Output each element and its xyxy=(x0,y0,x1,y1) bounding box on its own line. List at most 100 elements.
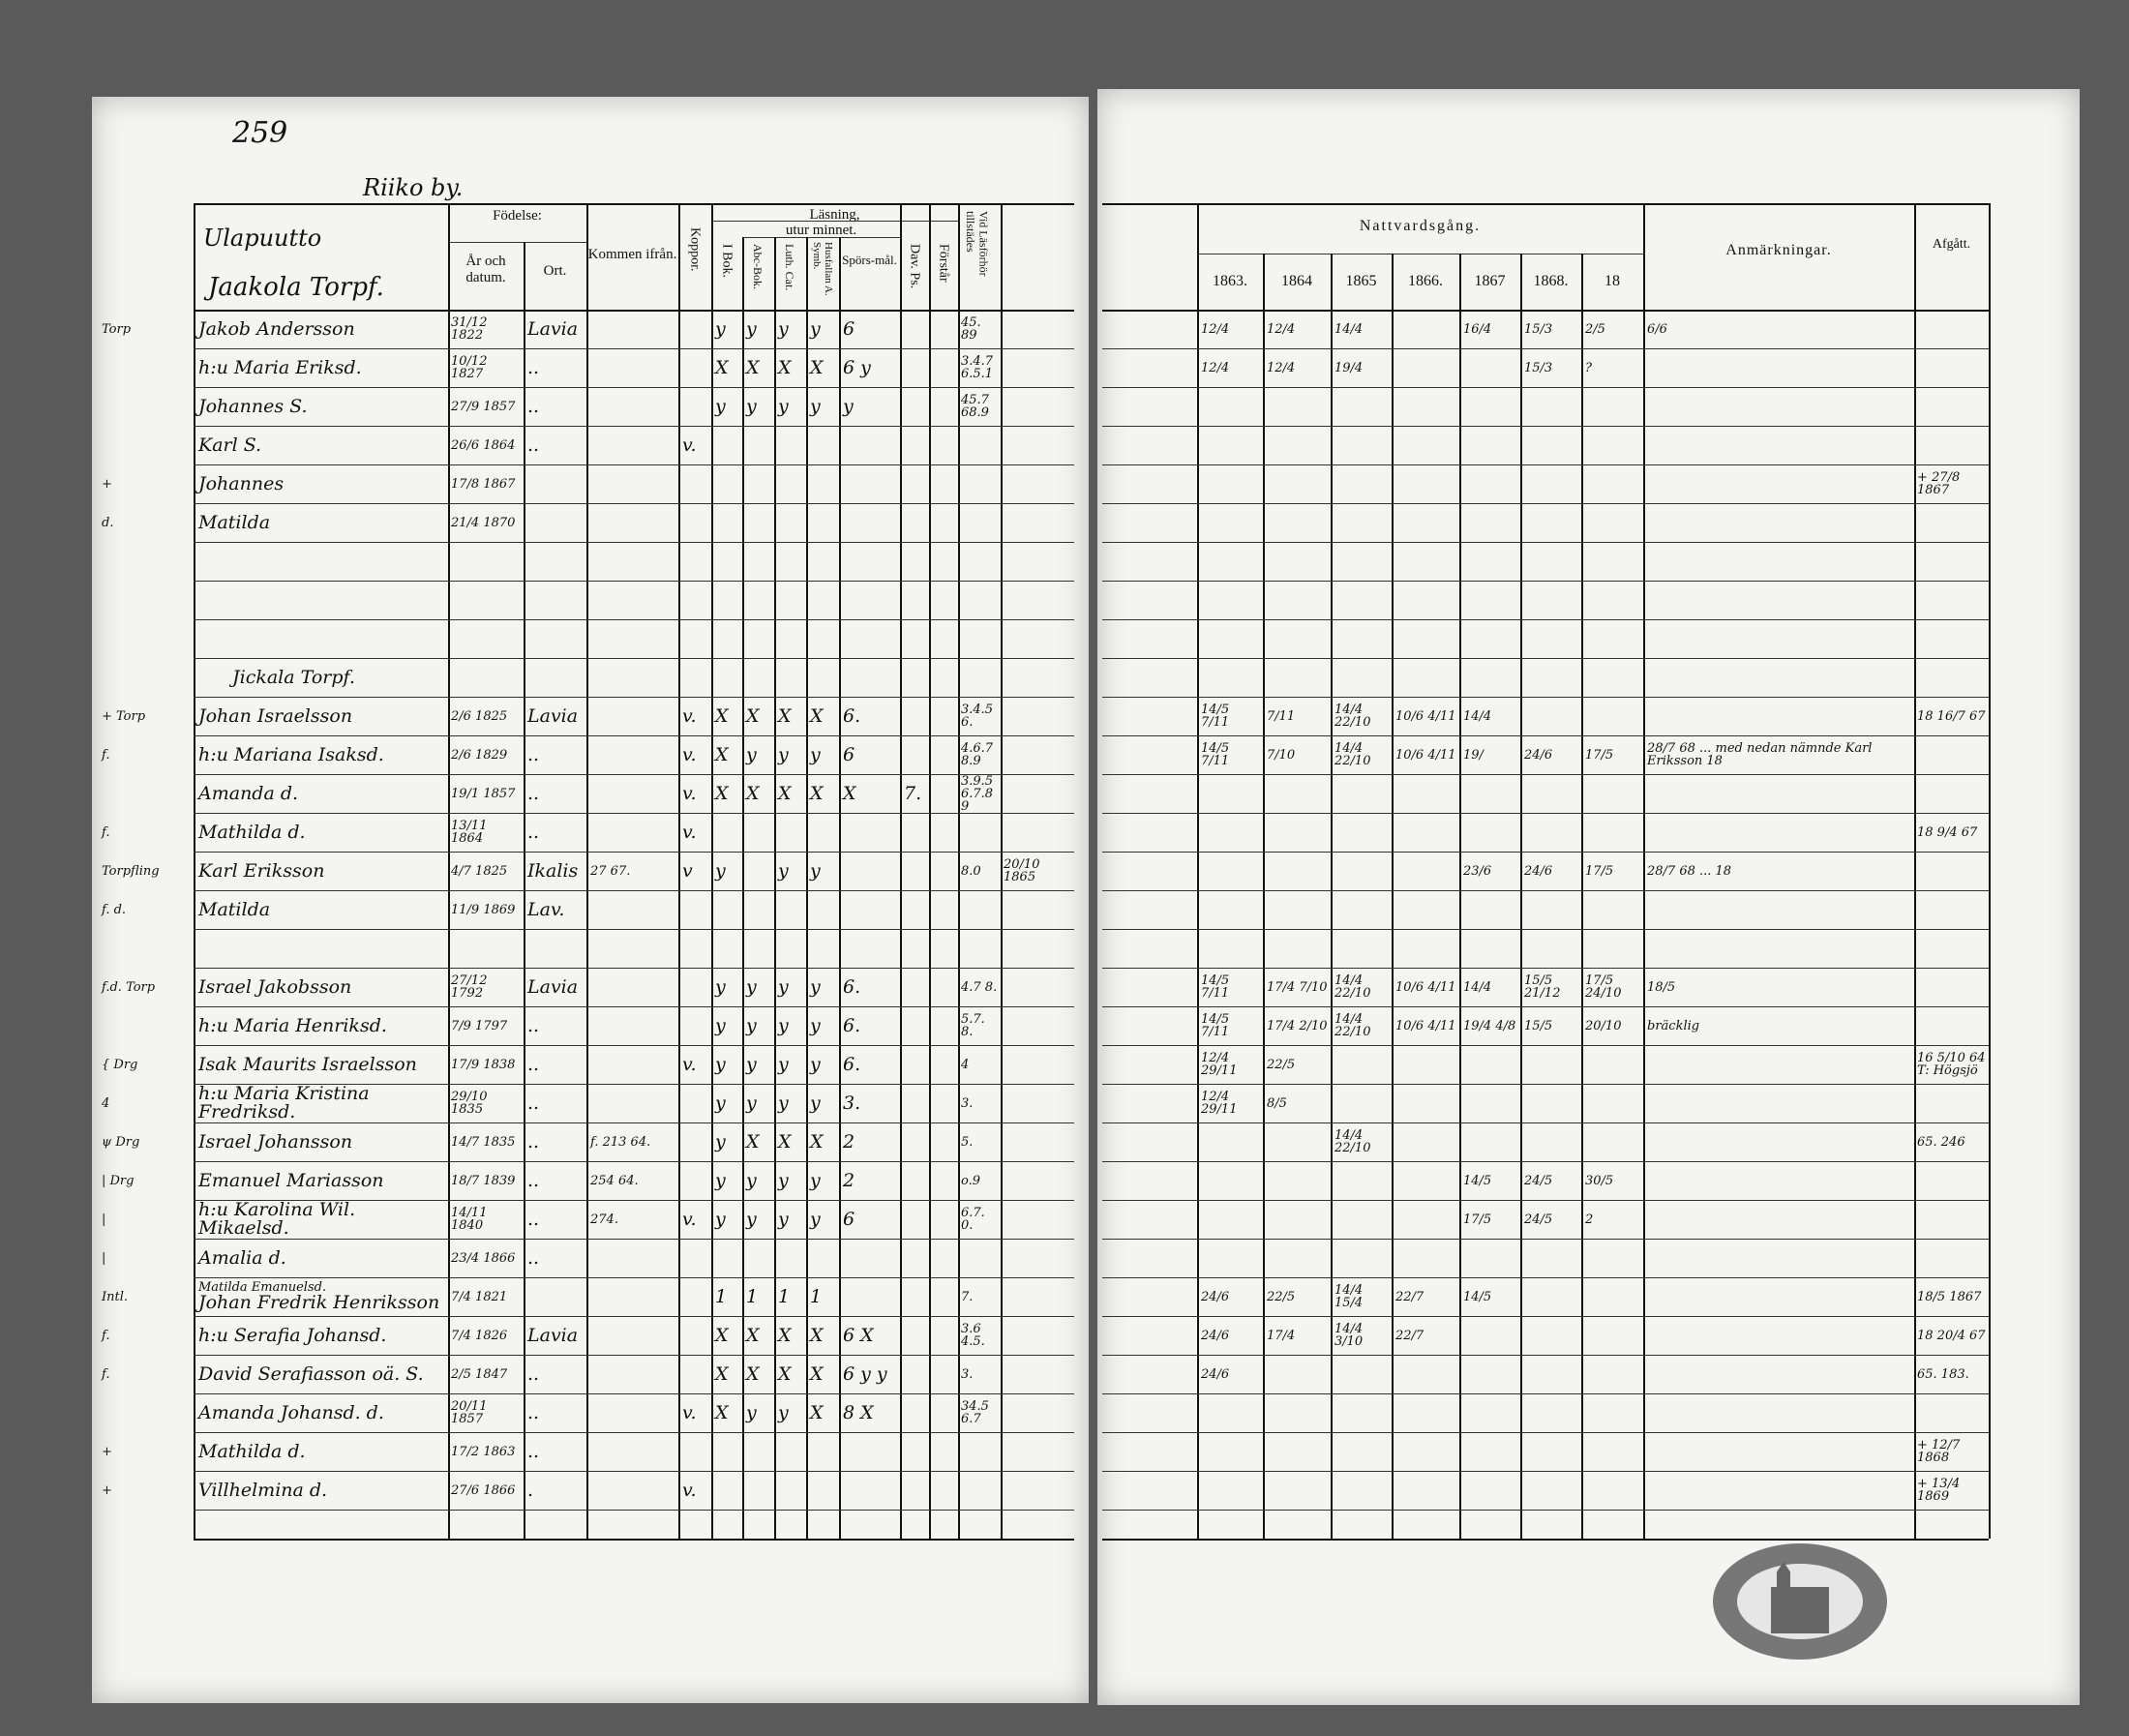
communion-date: 19/4 xyxy=(1334,360,1364,375)
communion-date: 14/5 7/11 xyxy=(1201,1012,1230,1039)
reading-sporsmal: 8 X xyxy=(843,1401,874,1423)
communion-date: 22/7 xyxy=(1395,1289,1424,1304)
row-rule xyxy=(1102,348,1989,349)
column-rule xyxy=(1001,203,1003,1539)
row-rule xyxy=(1102,813,1989,814)
birth-date: 14/7 1835 xyxy=(451,1134,516,1150)
examination-attendance: 45. 89 xyxy=(961,315,981,343)
communion-date: 17/5 xyxy=(1463,1212,1492,1227)
reading-husf: y xyxy=(810,1014,821,1036)
margin-note: f.d. Torp xyxy=(102,979,156,995)
reading-i-bok: y xyxy=(715,317,726,340)
communion-date: 24/6 xyxy=(1201,1289,1230,1304)
communion-date: 30/5 xyxy=(1585,1173,1614,1188)
communion-date: 19/ xyxy=(1463,747,1484,763)
header-year: 1863. xyxy=(1213,273,1247,289)
header-subrule xyxy=(448,242,586,243)
communion-date: 17/4 xyxy=(1267,1328,1296,1343)
row-rule xyxy=(194,890,1074,891)
reading-i-bok: y xyxy=(715,975,726,998)
birth-place: . xyxy=(527,1479,534,1501)
reading-husf: X xyxy=(810,356,824,378)
reading-husf: y xyxy=(810,1053,821,1075)
reading-abc: y xyxy=(746,743,757,765)
row-rule xyxy=(1102,503,1989,504)
communion-date: 16/4 xyxy=(1463,321,1492,337)
birth-date: 4/7 1825 xyxy=(451,863,508,879)
reading-luth-cat: X xyxy=(778,1362,792,1385)
row-rule xyxy=(194,1432,1074,1433)
reading-sporsmal: 6. xyxy=(843,1053,861,1075)
communion-date: 15/5 21/12 xyxy=(1524,973,1561,1001)
row-rule xyxy=(1102,774,1989,775)
church-icon xyxy=(1771,1587,1829,1633)
birth-place: .. xyxy=(527,1440,540,1462)
margin-note: | xyxy=(102,1250,106,1266)
birth-place: .. xyxy=(527,1246,540,1269)
communion-date: 14/4 22/10 xyxy=(1334,1128,1371,1155)
column-rule xyxy=(1392,254,1394,1539)
smallpox-mark: v. xyxy=(682,743,697,765)
row-rule xyxy=(194,658,1074,659)
communion-date: 15/3 xyxy=(1524,360,1553,375)
communion-date: 14/4 22/10 xyxy=(1334,1012,1371,1039)
communion-date: 10/6 4/11 xyxy=(1395,747,1456,763)
communion-date: 12/4 xyxy=(1201,360,1230,375)
margin-note: f. xyxy=(102,824,110,840)
row-rule xyxy=(194,1393,1074,1394)
person-name: Matilda xyxy=(198,511,271,533)
person-name: Karl Eriksson xyxy=(198,859,325,882)
departure-note: 16 5/10 64 T: Högsjö xyxy=(1917,1051,1986,1078)
reading-husf: X xyxy=(810,1401,824,1423)
birth-place: .. xyxy=(527,743,540,765)
person-name: Johannes xyxy=(198,472,285,494)
header-subrule xyxy=(711,221,958,222)
reading-i-bok: 1 xyxy=(715,1285,728,1307)
reading-abc: y xyxy=(746,1053,757,1075)
margin-note: | xyxy=(102,1212,106,1227)
smallpox-mark: v. xyxy=(682,821,697,843)
margin-note: f. xyxy=(102,747,110,763)
person-name: Matilda xyxy=(198,898,271,920)
person-name: Amalia d. xyxy=(198,1246,286,1269)
row-rule xyxy=(194,426,1074,427)
header-forstar: Förstår xyxy=(936,244,951,283)
reading-sporsmal: 6 y y xyxy=(843,1362,887,1385)
reading-luth-cat: X xyxy=(778,356,792,378)
communion-date: 15/5 xyxy=(1524,1018,1553,1033)
preceding-name: Matilda Emanuelsd. xyxy=(198,1280,327,1295)
column-rule xyxy=(1643,203,1645,1539)
column-rule xyxy=(839,237,841,1539)
reading-husf: y xyxy=(810,395,821,417)
remark: bräcklig xyxy=(1647,1018,1700,1033)
header-year: 18 xyxy=(1604,273,1620,289)
examination-attendance: 3. xyxy=(961,1366,974,1382)
examination-attendance: 3.4.5 6. xyxy=(961,703,994,730)
header-i-bok: I Bok. xyxy=(719,244,735,278)
communion-date: 17/4 7/10 xyxy=(1267,979,1328,995)
row-rule xyxy=(1102,697,1989,698)
reading-abc: X xyxy=(746,1130,760,1152)
smallpox-mark: v. xyxy=(682,1208,697,1230)
reading-husf: X xyxy=(810,782,824,804)
header-koppor: Koppor. xyxy=(687,227,703,272)
column-rule xyxy=(774,237,776,1539)
person-name: Karl S. xyxy=(198,434,262,456)
margin-note: f. xyxy=(102,1366,110,1382)
header-luth: Luth. Cat. xyxy=(783,244,797,291)
margin-note: Torpfling xyxy=(102,863,160,879)
header-afgatt: Afgått. xyxy=(1932,237,1971,252)
column-rule xyxy=(1459,254,1461,1539)
reading-luth-cat: y xyxy=(778,975,789,998)
birth-date: 23/4 1866 xyxy=(451,1250,516,1266)
communion-date: 14/4 3/10 xyxy=(1334,1322,1364,1349)
person-name: Amanda d. xyxy=(198,782,299,804)
birth-place: .. xyxy=(527,782,540,804)
column-rule xyxy=(1520,254,1522,1539)
reading-sporsmal: 6. xyxy=(843,1014,861,1036)
row-rule xyxy=(1102,1393,1989,1394)
birth-place: Lavia xyxy=(527,975,579,998)
row-rule xyxy=(194,581,1074,582)
reading-abc: y xyxy=(746,1401,757,1423)
reading-husf: y xyxy=(810,743,821,765)
